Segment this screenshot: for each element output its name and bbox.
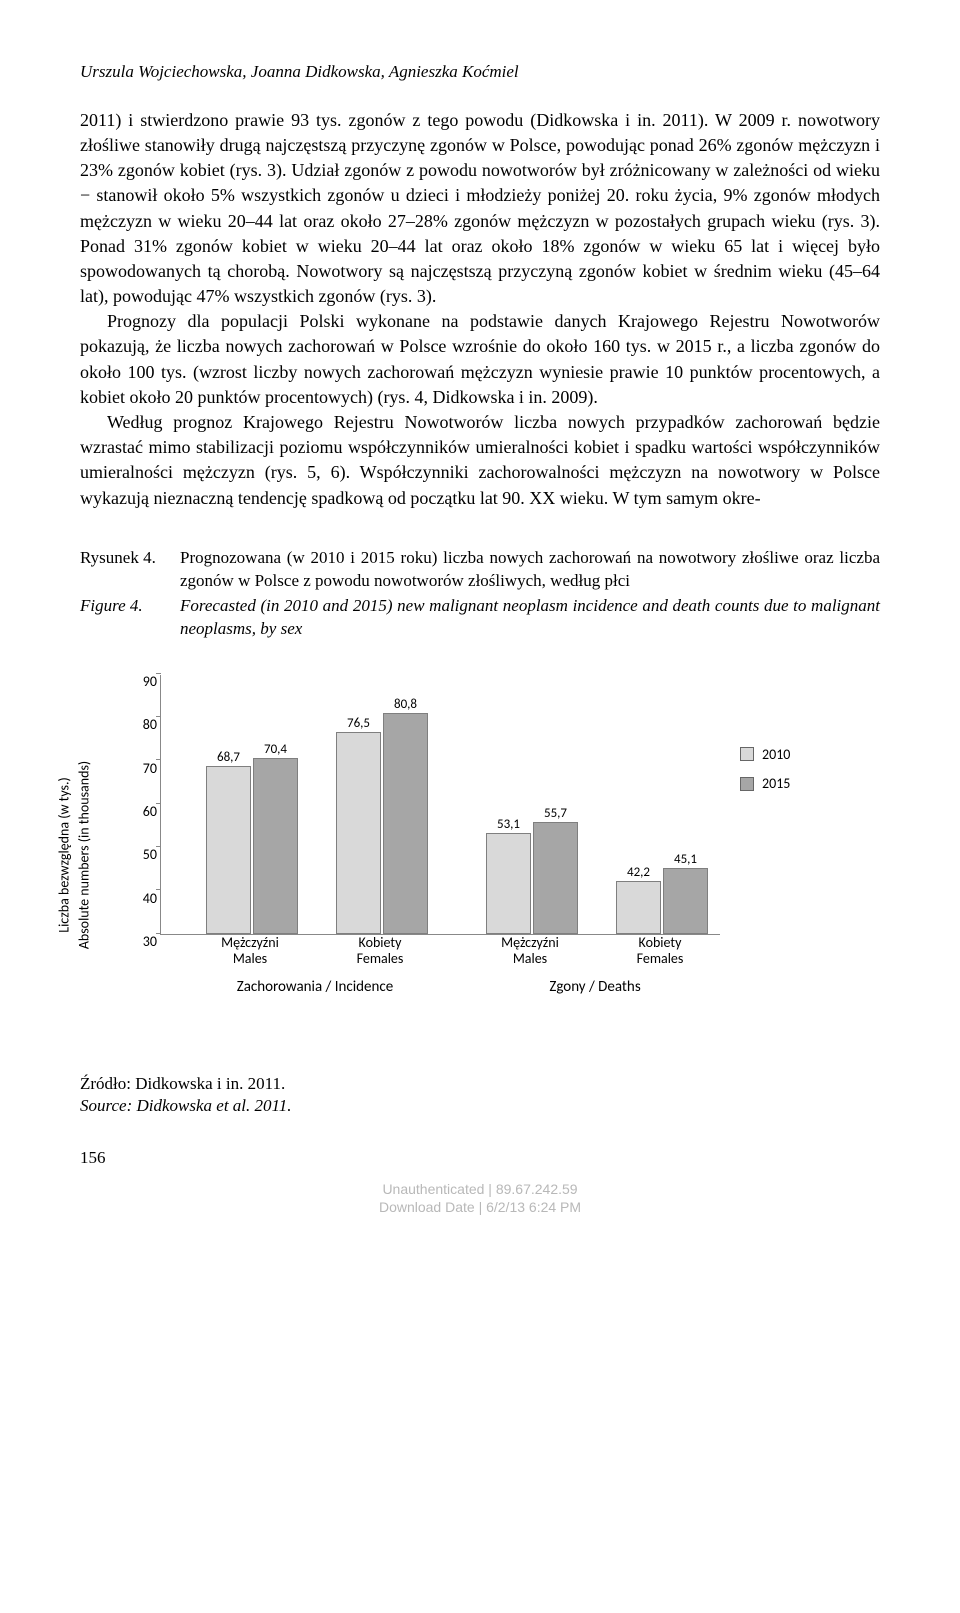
figure-caption: Rysunek 4. Prognozowana (w 2010 i 2015 r… [80, 547, 880, 641]
y-tick-mark [156, 716, 161, 717]
y-tick-mark [156, 846, 161, 847]
footer-line-1: Unauthenticated | 89.67.242.59 [80, 1180, 880, 1198]
body-text: 2011) i stwierdzono prawie 93 tys. zgonó… [80, 108, 880, 511]
bar-value-label: 76,5 [347, 715, 370, 733]
y-axis-label: Liczba bezwzględna (w tys.) Absolute num… [54, 760, 93, 948]
source-en: Source: Didkowska et al. 2011. [80, 1095, 880, 1118]
legend-item: 2015 [740, 774, 790, 794]
caption-text-pl: Prognozowana (w 2010 i 2015 roku) liczba… [180, 547, 880, 593]
legend-label: 2015 [762, 774, 790, 794]
x-category-label: MężczyźniMales [480, 935, 580, 969]
footer-line-2: Download Date | 6/2/13 6:24 PM [80, 1198, 880, 1216]
y-tick-label: 50 [121, 845, 157, 865]
legend-label: 2010 [762, 745, 790, 765]
bar-value-label: 68,7 [217, 749, 240, 767]
y-tick-label: 60 [121, 802, 157, 822]
x-category-label: KobietyFemales [610, 935, 710, 969]
page-number: 156 [80, 1146, 880, 1170]
bar-value-label: 70,4 [264, 741, 287, 759]
plot-area: 3040506070809068,770,476,580,853,155,742… [160, 675, 720, 935]
bar-value-label: 55,7 [544, 805, 567, 823]
caption-text-en: Forecasted (in 2010 and 2015) new malign… [180, 595, 880, 641]
bar-value-label: 45,1 [674, 851, 697, 869]
x-group-label: Zachorowania / Incidence [190, 977, 440, 998]
legend-swatch [740, 747, 754, 761]
x-category-label: MężczyźniMales [200, 935, 300, 969]
caption-label-pl: Rysunek 4. [80, 547, 180, 593]
bar-value-label: 80,8 [394, 696, 417, 714]
source-pl: Źródło: Didkowska i in. 2011. [80, 1073, 880, 1096]
bar-chart: Liczba bezwzględna (w tys.) Absolute num… [80, 665, 880, 1045]
y-axis-label-en: Absolute numbers (in thousands) [75, 760, 92, 948]
y-axis-label-pl: Liczba bezwzględna (w tys.) [55, 777, 72, 933]
footer: Unauthenticated | 89.67.242.59 Download … [80, 1180, 880, 1216]
bar-value-label: 42,2 [627, 864, 650, 882]
bar: 53,1 [486, 833, 531, 933]
y-tick-label: 30 [121, 932, 157, 952]
bar: 45,1 [663, 868, 708, 933]
y-tick-label: 90 [121, 672, 157, 692]
bar: 42,2 [616, 881, 661, 934]
legend-swatch [740, 777, 754, 791]
source-block: Źródło: Didkowska i in. 2011. Source: Di… [80, 1073, 880, 1119]
running-head: Urszula Wojciechowska, Joanna Didkowska,… [80, 60, 880, 84]
legend-item: 2010 [740, 745, 790, 765]
y-tick-mark [156, 889, 161, 890]
bar: 70,4 [253, 758, 298, 933]
y-tick-mark [156, 933, 161, 934]
bar: 68,7 [206, 766, 251, 934]
y-tick-mark [156, 759, 161, 760]
y-tick-mark [156, 673, 161, 674]
bar-value-label: 53,1 [497, 816, 520, 834]
chart-legend: 2010 2015 [740, 745, 790, 804]
caption-label-en: Figure 4. [80, 595, 180, 641]
y-tick-label: 70 [121, 758, 157, 778]
paragraph-2: Prognozy dla populacji Polski wykonane n… [80, 309, 880, 410]
paragraph-3: Według prognoz Krajowego Rejestru Nowotw… [80, 410, 880, 511]
bar: 55,7 [533, 822, 578, 933]
bar: 80,8 [383, 713, 428, 933]
x-group-label: Zgony / Deaths [470, 977, 720, 998]
bar: 76,5 [336, 732, 381, 934]
y-tick-label: 80 [121, 715, 157, 735]
y-tick-label: 40 [121, 888, 157, 908]
y-tick-mark [156, 803, 161, 804]
x-category-label: KobietyFemales [330, 935, 430, 969]
paragraph-1: 2011) i stwierdzono prawie 93 tys. zgonó… [80, 108, 880, 310]
